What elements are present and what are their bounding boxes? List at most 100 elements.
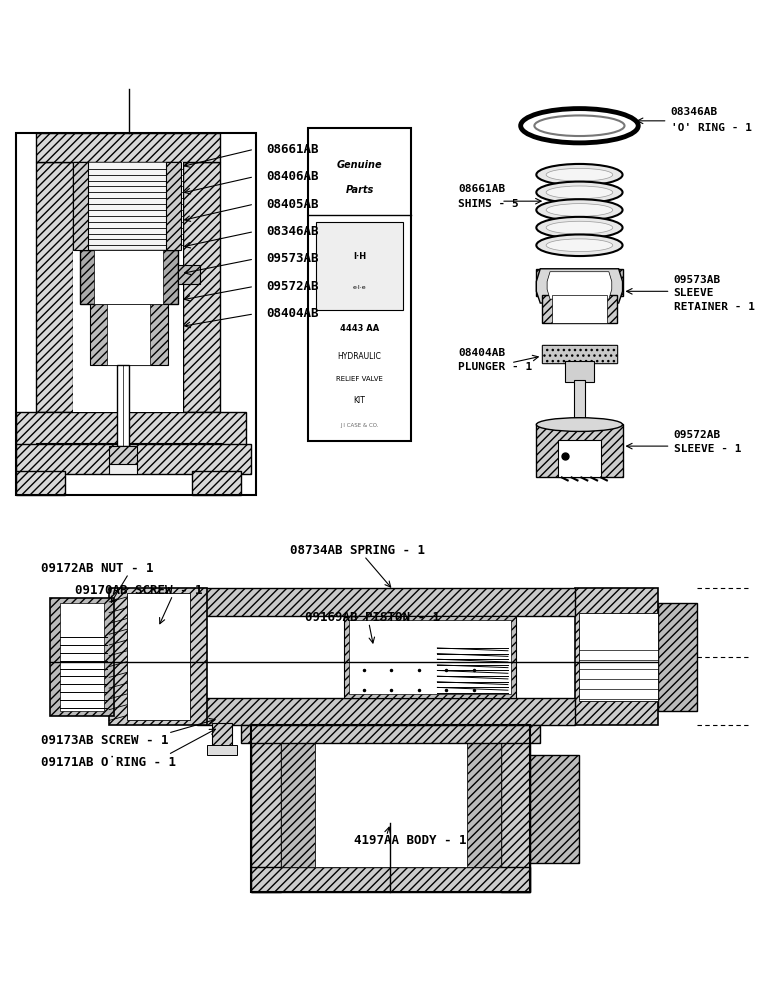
Text: J I CASE & CO.: J I CASE & CO.: [340, 423, 379, 428]
Bar: [501, 725, 530, 892]
Bar: [109, 464, 137, 474]
Text: 09573AB: 09573AB: [266, 252, 318, 265]
Bar: [542, 345, 617, 363]
Bar: [658, 603, 697, 711]
Polygon shape: [547, 272, 611, 299]
Text: Genuine: Genuine: [337, 160, 382, 170]
Bar: [467, 725, 501, 867]
Text: 08404AB: 08404AB: [458, 348, 505, 358]
Bar: [315, 725, 467, 867]
Bar: [574, 588, 658, 725]
Bar: [251, 867, 530, 892]
Ellipse shape: [537, 418, 622, 431]
Bar: [280, 725, 501, 867]
Text: Parts: Parts: [345, 185, 374, 195]
Bar: [316, 222, 403, 310]
Bar: [36, 162, 73, 412]
Bar: [16, 133, 256, 495]
Bar: [530, 755, 580, 863]
Bar: [107, 304, 151, 365]
Bar: [198, 588, 574, 616]
Ellipse shape: [546, 204, 613, 216]
Text: SHIMS - 5: SHIMS - 5: [458, 199, 519, 209]
Bar: [117, 365, 129, 446]
Bar: [16, 412, 246, 446]
Bar: [36, 133, 220, 162]
Circle shape: [571, 420, 587, 435]
Bar: [127, 593, 189, 720]
Bar: [280, 725, 315, 867]
Bar: [198, 698, 574, 725]
Text: 09572AB: 09572AB: [673, 430, 721, 440]
Text: RELIEF VALVE: RELIEF VALVE: [336, 376, 383, 382]
Ellipse shape: [546, 221, 613, 234]
Text: PLUNGER - 1: PLUNGER - 1: [458, 362, 532, 372]
Text: e·I·e: e·I·e: [353, 285, 366, 290]
Ellipse shape: [537, 164, 622, 185]
Ellipse shape: [546, 239, 613, 252]
Ellipse shape: [534, 115, 625, 136]
Bar: [94, 250, 163, 304]
Ellipse shape: [546, 168, 613, 181]
Bar: [251, 725, 530, 892]
Text: 4197AA BODY - 1: 4197AA BODY - 1: [354, 834, 466, 847]
Text: 08346AB: 08346AB: [266, 225, 318, 238]
Text: 09573AB: 09573AB: [673, 275, 721, 285]
Bar: [109, 446, 137, 466]
Bar: [60, 603, 104, 711]
Text: SLEEVE: SLEEVE: [673, 288, 714, 298]
Bar: [16, 471, 65, 495]
Bar: [16, 444, 251, 474]
Bar: [74, 162, 166, 250]
Bar: [212, 723, 232, 747]
Ellipse shape: [537, 234, 622, 256]
Text: 08734AB SPRING - 1: 08734AB SPRING - 1: [290, 544, 425, 557]
Bar: [73, 162, 87, 250]
Text: 09170AB SCREW - 1: 09170AB SCREW - 1: [75, 584, 202, 597]
Bar: [178, 265, 200, 284]
Bar: [537, 424, 622, 477]
Bar: [183, 162, 220, 412]
Bar: [542, 295, 617, 323]
Bar: [251, 725, 280, 892]
Bar: [344, 616, 516, 698]
Text: 09172AB NUT - 1: 09172AB NUT - 1: [41, 562, 153, 575]
Bar: [207, 745, 236, 755]
Ellipse shape: [537, 217, 622, 238]
Text: 08346AB: 08346AB: [671, 107, 718, 117]
Polygon shape: [537, 269, 622, 303]
Text: 08405AB: 08405AB: [266, 198, 318, 211]
Ellipse shape: [537, 199, 622, 221]
Bar: [192, 471, 242, 495]
Bar: [537, 269, 622, 296]
Bar: [349, 620, 511, 694]
Bar: [542, 345, 617, 363]
Bar: [242, 725, 540, 743]
Bar: [580, 613, 658, 701]
Ellipse shape: [537, 182, 622, 203]
Text: 08661AB: 08661AB: [266, 143, 318, 156]
Text: 09169AB PISTON - 1: 09169AB PISTON - 1: [305, 611, 440, 624]
Text: I·H: I·H: [353, 252, 366, 261]
Bar: [31, 490, 736, 941]
Bar: [90, 304, 168, 365]
Text: 09171AB ȮRING - 1: 09171AB ȮRING - 1: [41, 756, 175, 769]
Bar: [574, 380, 585, 425]
Text: 'O' RING - 1: 'O' RING - 1: [671, 123, 752, 133]
Text: 08404AB: 08404AB: [266, 307, 318, 320]
Bar: [73, 162, 183, 412]
Bar: [166, 162, 181, 250]
Bar: [558, 440, 601, 477]
Text: HYDRAULIC: HYDRAULIC: [337, 352, 381, 361]
Bar: [565, 361, 594, 382]
Bar: [50, 598, 114, 716]
Bar: [109, 588, 207, 725]
Text: 09572AB: 09572AB: [266, 280, 318, 293]
Text: SLEEVE - 1: SLEEVE - 1: [673, 444, 741, 454]
Text: 09173AB SCREW - 1: 09173AB SCREW - 1: [41, 734, 168, 747]
Bar: [308, 128, 411, 441]
Text: KIT: KIT: [354, 396, 365, 405]
Text: RETAINER - 1: RETAINER - 1: [673, 302, 754, 312]
Ellipse shape: [546, 186, 613, 199]
Text: 4443 AA: 4443 AA: [340, 324, 379, 333]
